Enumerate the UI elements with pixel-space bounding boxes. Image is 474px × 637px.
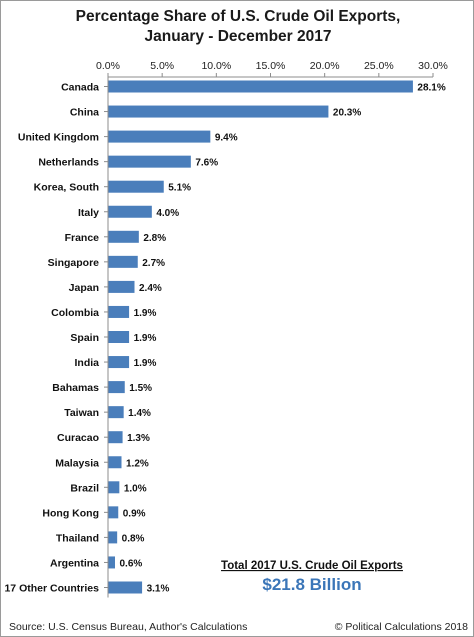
bars-group: [108, 80, 413, 594]
data-label: 9.4%: [215, 133, 238, 144]
bar: [108, 130, 211, 143]
bar: [108, 456, 122, 469]
category-label: Taiwan: [64, 407, 99, 419]
category-label: Netherlands: [38, 157, 99, 169]
bar: [108, 406, 124, 419]
bar: [108, 105, 329, 118]
total-exports-value: $21.8 Billion: [262, 575, 361, 594]
data-label: 1.9%: [134, 333, 157, 344]
data-labels-group: 28.1% 20.3% 9.4% 7.6% 5.1% 4.0% 2.8% 2.7% 2.4% 1.…: [120, 83, 446, 595]
data-label: 0.6%: [120, 558, 143, 569]
category-label: Hong Kong: [42, 507, 99, 519]
data-label: 5.1%: [168, 183, 191, 194]
data-label: 0.9%: [123, 508, 146, 519]
category-label: Colombia: [51, 307, 99, 319]
data-label: 1.9%: [134, 308, 157, 319]
bar: [108, 506, 119, 519]
data-label: 2.7%: [142, 258, 165, 269]
data-label: 20.3%: [333, 108, 361, 119]
data-label: 28.1%: [417, 83, 445, 94]
category-label: Italy: [78, 207, 99, 219]
chart-title-line-1: Percentage Share of U.S. Crude Oil Expor…: [76, 8, 401, 25]
source-note: Source: U.S. Census Bureau, Author's Cal…: [9, 621, 247, 633]
chart-title-line-2: January - December 2017: [145, 28, 332, 45]
x-tick-label: 25.0%: [364, 60, 394, 72]
bar: [108, 381, 125, 394]
bar: [108, 155, 191, 168]
data-label: 1.2%: [126, 458, 149, 469]
x-tick-label: 10.0%: [201, 60, 231, 72]
category-axis: Canada China United Kingdom Netherlands Kore…: [4, 77, 109, 598]
x-tick-label: 20.0%: [310, 60, 340, 72]
x-axis: 0.0% 5.0% 10.0% 15.0% 20.0% 25.0% 30.0%: [96, 60, 448, 78]
data-label: 2.4%: [139, 283, 162, 294]
x-tick-label: 0.0%: [96, 60, 120, 72]
x-tick-label: 5.0%: [150, 60, 174, 72]
category-label: Japan: [69, 282, 99, 294]
data-label: 1.5%: [129, 383, 152, 394]
copyright-note: © Political Calculations 2018: [335, 621, 468, 633]
category-label: Korea, South: [34, 182, 99, 194]
data-label: 7.6%: [195, 158, 218, 169]
bar: [108, 230, 139, 243]
category-label: Malaysia: [55, 457, 99, 469]
data-label: 1.4%: [128, 408, 151, 419]
data-label: 4.0%: [156, 208, 179, 219]
bar: [108, 531, 118, 544]
category-label: Thailand: [56, 532, 99, 544]
category-label: China: [70, 107, 99, 119]
bar: [108, 255, 138, 268]
x-tick-label: 15.0%: [256, 60, 286, 72]
category-label: Singapore: [48, 257, 100, 269]
bar: [108, 205, 152, 218]
category-label: France: [65, 232, 100, 244]
data-label: 2.8%: [143, 233, 166, 244]
category-label: Spain: [70, 332, 99, 344]
data-label: 1.0%: [124, 483, 147, 494]
category-label: Curacao: [57, 432, 99, 444]
data-label: 1.3%: [127, 433, 150, 444]
category-label: Brazil: [70, 482, 99, 494]
category-label: Bahamas: [52, 382, 99, 394]
x-tick-label: 30.0%: [418, 60, 448, 72]
bar: [108, 280, 135, 293]
bar: [108, 80, 413, 93]
total-exports-label: Total 2017 U.S. Crude Oil Exports: [221, 560, 403, 572]
bar: [108, 581, 143, 594]
category-label: United Kingdom: [18, 132, 99, 144]
bar: [108, 180, 164, 193]
bar: [108, 356, 130, 369]
bar: [108, 481, 120, 494]
bar: [108, 305, 130, 318]
bar: [108, 431, 123, 444]
data-label: 3.1%: [147, 584, 170, 595]
category-label: Canada: [61, 82, 99, 94]
bar: [108, 556, 115, 569]
data-label: 0.8%: [122, 533, 145, 544]
category-label: India: [74, 357, 99, 369]
category-label: Argentina: [50, 557, 99, 569]
bar: [108, 331, 130, 343]
category-label: 17 Other Countries: [4, 583, 99, 595]
data-label: 1.9%: [134, 358, 157, 369]
